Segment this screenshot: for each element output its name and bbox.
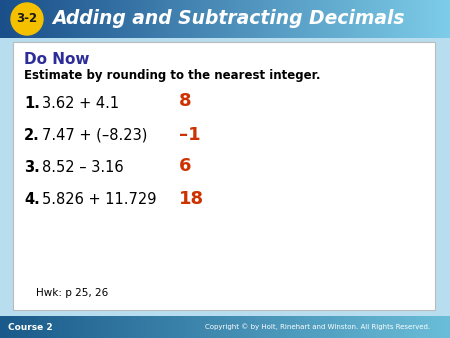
Text: Hwk: p 25, 26: Hwk: p 25, 26 xyxy=(36,288,108,298)
Text: 2.: 2. xyxy=(24,127,40,143)
FancyBboxPatch shape xyxy=(0,38,450,316)
Text: 8: 8 xyxy=(179,92,192,110)
Text: Estimate by rounding to the nearest integer.: Estimate by rounding to the nearest inte… xyxy=(24,69,320,81)
FancyBboxPatch shape xyxy=(13,42,435,310)
Text: Adding and Subtracting Decimals: Adding and Subtracting Decimals xyxy=(52,8,405,27)
Text: 8.52 – 3.16: 8.52 – 3.16 xyxy=(42,160,124,174)
Text: 3.62 + 4.1: 3.62 + 4.1 xyxy=(42,96,119,111)
Text: 18: 18 xyxy=(179,190,204,208)
Text: 4.: 4. xyxy=(24,192,40,207)
Text: 1.: 1. xyxy=(24,96,40,111)
Text: Copyright © by Holt, Rinehart and Winston. All Rights Reserved.: Copyright © by Holt, Rinehart and Winsto… xyxy=(205,324,430,330)
Circle shape xyxy=(11,3,43,35)
Text: Do Now: Do Now xyxy=(24,51,90,67)
Text: –1: –1 xyxy=(179,126,201,144)
Text: 3-2: 3-2 xyxy=(17,13,37,25)
Text: 7.47 + (–8.23): 7.47 + (–8.23) xyxy=(42,127,148,143)
Text: 3.: 3. xyxy=(24,160,40,174)
Text: 6: 6 xyxy=(179,157,192,175)
Text: Course 2: Course 2 xyxy=(8,322,53,332)
Text: 5.826 + 11.729: 5.826 + 11.729 xyxy=(42,192,157,207)
